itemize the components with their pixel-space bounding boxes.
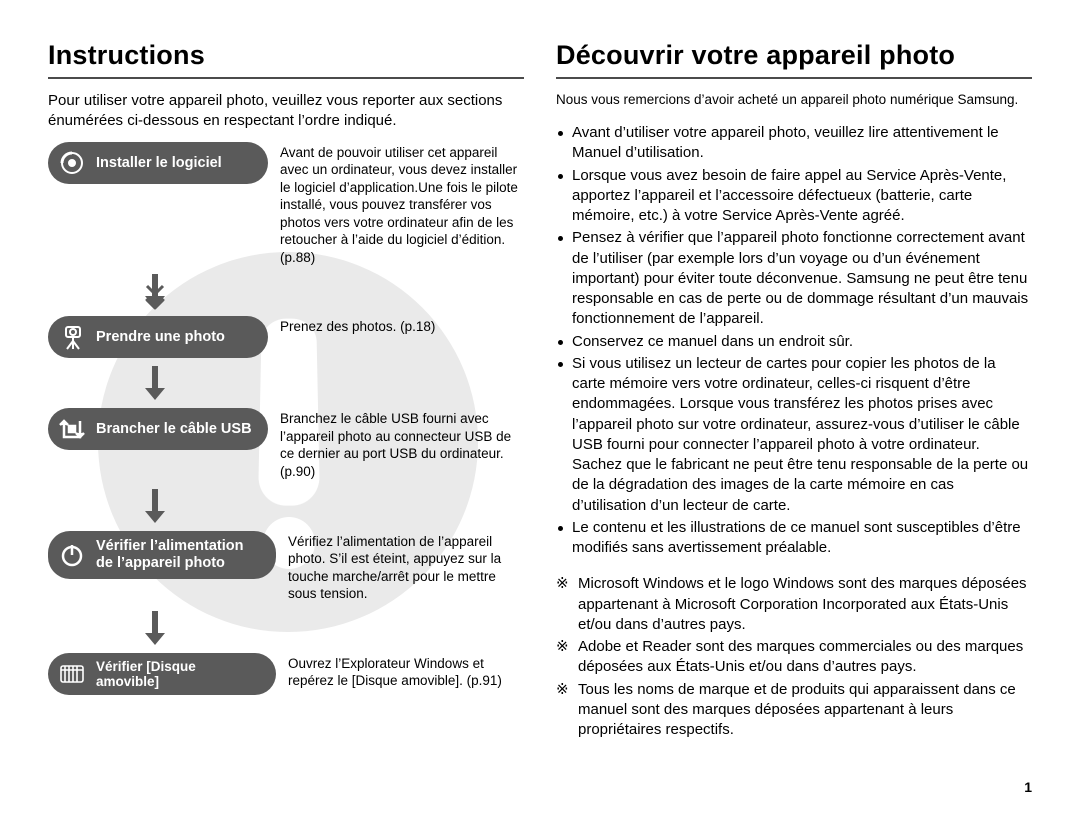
discover-heading: Découvrir votre appareil photo	[556, 40, 1032, 71]
step-desc: Avant de pouvoir utiliser cet appareil a…	[280, 142, 524, 267]
step-desc: Prenez des photos. (p.18)	[280, 316, 524, 336]
step-desc: Vérifiez l’alimentation de l’appareil ph…	[288, 531, 524, 603]
heading-rule-right	[556, 77, 1032, 79]
steps-area: Installer le logiciel Avant de pouvoir u…	[48, 142, 524, 786]
step-row: Prendre une photo Prenez des photos. (p.…	[48, 316, 524, 358]
step-label: Prendre une photo	[96, 329, 254, 345]
list-item: Le contenu et les illustrations de ce ma…	[556, 518, 1032, 559]
step-label: Brancher le câble USB	[96, 421, 254, 437]
step-row: Vérifier [Disque amovible] Ouvrez l’Expl…	[48, 653, 524, 695]
list-item: Lorsque vous avez besoin de faire appel …	[556, 166, 1032, 227]
reference-mark-icon: ※	[556, 574, 569, 594]
star-item-text: Microsoft Windows et le logo Windows son…	[578, 575, 1027, 633]
usb-cycle-icon	[58, 415, 86, 443]
list-item: ※ Tous les noms de marque et de produits…	[556, 680, 1032, 741]
reference-mark-icon: ※	[556, 680, 569, 700]
step-desc: Ouvrez l’Explorateur Windows et repérez …	[288, 653, 524, 690]
step-pill-take-photo: Prendre une photo	[48, 316, 268, 358]
arrow-down-icon	[143, 364, 524, 402]
list-item: Conservez ce manuel dans un endroit sûr.	[556, 332, 1032, 352]
arrow-down-icon	[143, 487, 524, 525]
heading-rule-left	[48, 77, 524, 79]
list-item: Pensez à vérifier que l’appareil photo f…	[556, 228, 1032, 329]
list-item: ※ Adobe et Reader sont des marques comme…	[556, 637, 1032, 678]
list-item: Avant d’utiliser votre appareil photo, v…	[556, 123, 1032, 164]
reference-mark-icon: ※	[556, 637, 569, 657]
step-list: Installer le logiciel Avant de pouvoir u…	[48, 142, 524, 695]
power-icon	[58, 541, 86, 569]
step-pill-check-power: Vérifier l’alimentation de l’appareil ph…	[48, 531, 276, 579]
left-column: Instructions Pour utiliser votre apparei…	[48, 40, 524, 785]
arrow-down-icon	[143, 272, 524, 310]
list-item: Si vous utilisez un lecteur de cartes po…	[556, 354, 1032, 516]
bullet-list: Avant d’utiliser votre appareil photo, v…	[556, 123, 1032, 560]
star-item-text: Tous les noms de marque et de produits q…	[578, 681, 1016, 739]
page-number: 1	[1024, 779, 1032, 795]
step-pill-install-software: Installer le logiciel	[48, 142, 268, 184]
removable-disk-icon	[58, 660, 86, 688]
list-item: ※ Microsoft Windows et le logo Windows s…	[556, 574, 1032, 635]
star-list: ※ Microsoft Windows et le logo Windows s…	[556, 574, 1032, 742]
page: Instructions Pour utiliser votre apparei…	[0, 0, 1080, 815]
arrow-down-icon	[143, 609, 524, 647]
step-row: Brancher le câble USB Branchez le câble …	[48, 408, 524, 480]
step-desc: Branchez le câble USB fourni avec l’appa…	[280, 408, 524, 480]
step-row: Installer le logiciel Avant de pouvoir u…	[48, 142, 524, 267]
step-label: Vérifier l’alimentation de l’appareil ph…	[96, 538, 262, 571]
instructions-heading: Instructions	[48, 40, 524, 71]
step-label: Vérifier [Disque amovible]	[96, 659, 262, 689]
step-pill-connect-usb: Brancher le câble USB	[48, 408, 268, 450]
right-intro: Nous vous remercions d’avoir acheté un a…	[556, 91, 1032, 109]
right-column: Découvrir votre appareil photo Nous vous…	[556, 40, 1032, 785]
camera-tripod-icon	[58, 323, 86, 351]
star-item-text: Adobe et Reader sont des marques commerc…	[578, 638, 1023, 675]
left-intro: Pour utiliser votre appareil photo, veui…	[48, 91, 524, 132]
step-pill-check-removable-disk: Vérifier [Disque amovible]	[48, 653, 276, 695]
step-row: Vérifier l’alimentation de l’appareil ph…	[48, 531, 524, 603]
disc-icon	[58, 149, 86, 177]
step-label: Installer le logiciel	[96, 155, 254, 171]
